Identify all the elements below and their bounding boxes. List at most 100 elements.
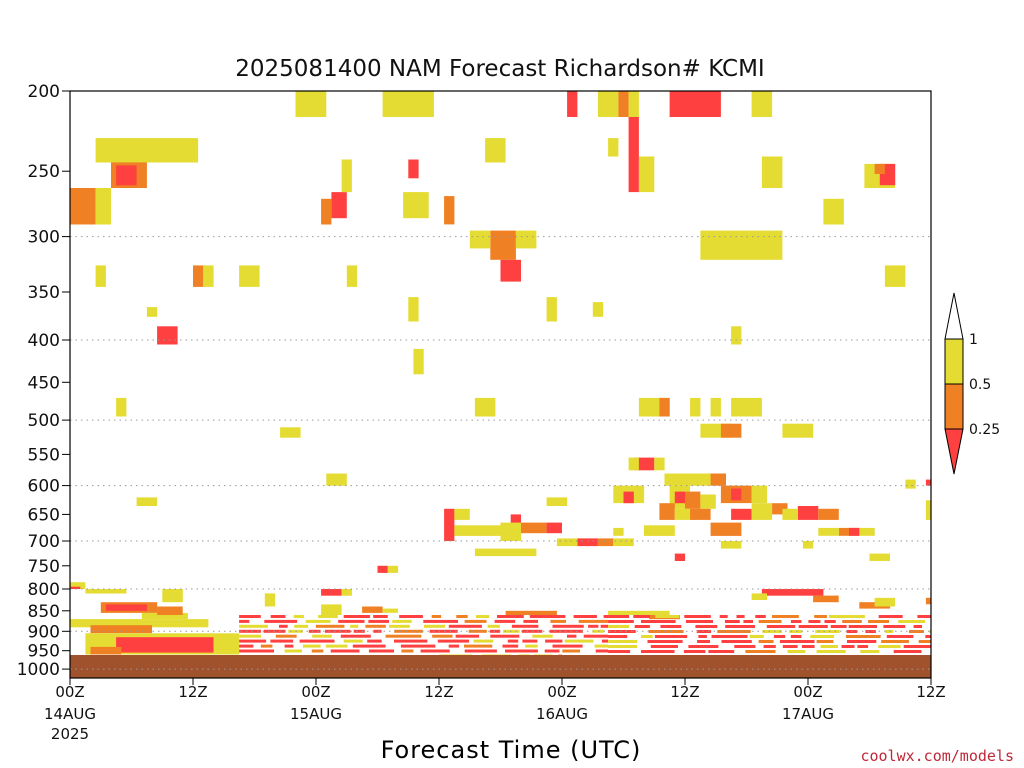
y-tick-label: 650 [28,505,60,525]
ri-stripe [917,615,931,618]
ri-cell [567,91,578,117]
ri-cell [95,138,199,163]
ri-stripe [608,635,628,638]
ri-cell [874,163,885,174]
ri-stripe [868,620,889,623]
ri-cell [193,265,204,287]
ri-cell [70,582,86,589]
ri-cell [521,522,547,534]
x-tick-date: 17AUG [782,705,834,723]
ri-stripe [688,645,719,648]
ri-stripe [847,640,877,643]
ri-cell [925,500,931,520]
ri-cell [905,479,916,489]
ri-stripe [830,625,847,628]
ri-stripe [400,644,436,648]
ri-stripe [550,619,566,623]
y-tick-label: 350 [28,283,60,303]
ri-stripe [790,635,802,638]
ri-stripe [608,645,638,648]
ri-stripe [507,639,519,643]
ri-stripe [829,615,865,618]
ri-cell [239,265,260,287]
ri-stripe [473,639,494,643]
ri-stripe [601,639,609,643]
colorbar-legend: 0.25 0.5 1 [944,292,1000,475]
ri-stripe [239,629,261,633]
y-tick-label: 750 [28,557,60,577]
x-tick-label: 00Z [55,683,84,701]
ri-cell [505,610,557,615]
ri-cell [613,538,634,547]
ri-stripe [685,620,713,623]
ri-cell [690,508,711,520]
ri-cell [70,188,96,225]
ri-stripe [634,625,650,628]
ri-stripe [302,644,321,648]
ri-cell [751,485,767,504]
ri-stripe [529,615,566,618]
ri-cell [341,589,352,596]
colorbar-level-label: 0.5 [969,377,991,393]
ri-cell [116,637,214,653]
ri-stripe [239,619,250,623]
ri-stripe [841,645,855,648]
ri-stripe [594,644,609,648]
ri-stripe [883,625,906,628]
ri-stripe [881,640,909,643]
ri-stripe [779,640,815,643]
ri-cell [577,538,598,547]
ri-cell [95,265,106,287]
ri-stripe [394,639,428,643]
ri-stripe [455,634,480,638]
ri-stripe [522,639,538,643]
ri-stripe [588,624,599,628]
y-tick-label: 700 [28,532,60,552]
ri-stripe [564,639,594,643]
ri-cell [720,541,742,549]
ri-stripe [893,650,922,653]
colorbar-bottom-arrow [944,428,964,475]
ri-cell [731,488,742,501]
ri-stripe [719,615,728,618]
ri-stripe [338,619,365,623]
ri-stripe [650,645,678,648]
ri-stripe [264,619,298,623]
y-tick-label: 300 [28,228,60,248]
y-tick-label: 950 [28,642,60,662]
ri-cell [751,593,767,600]
ri-cell [925,479,931,486]
ri-cell [326,473,347,486]
ri-cell [546,297,557,322]
ri-cell [454,508,470,520]
ri-cell [157,326,178,345]
ri-cell [654,457,665,471]
ri-cell [500,259,521,282]
ri-cell [474,548,501,557]
ri-cell [485,138,506,163]
x-tick-date: 14AUG [44,705,96,723]
ri-cell [203,265,214,287]
ri-cell [618,91,629,117]
ri-stripe [816,650,846,653]
ri-stripe [633,615,650,618]
pressure-gridlines [70,236,931,670]
ri-stripe [475,615,490,618]
ri-cell [674,553,686,561]
ri-stripe [909,630,924,633]
ri-cell [818,508,839,520]
ri-stripe [798,625,828,628]
ri-cell [638,156,655,193]
chart-title: 2025081400 NAM Forecast Richardson# KCMI [235,56,764,82]
ri-cell [500,522,521,541]
ri-stripe [918,640,931,643]
x-tick-label: 12Z [178,683,207,701]
ri-cell [592,302,604,317]
credit-text[interactable]: coolwx.com/models [860,747,1014,765]
ri-stripe [608,640,638,643]
ri-stripe [648,630,684,633]
ri-stripe [608,620,634,623]
ri-stripe [929,630,931,633]
ri-stripe [350,624,359,628]
